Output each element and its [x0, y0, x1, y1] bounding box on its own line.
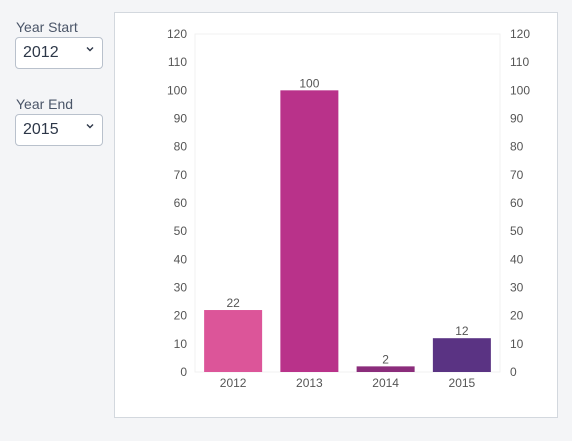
y-tick-label-left: 40 [174, 252, 188, 266]
y-tick-label-right: 20 [510, 309, 524, 323]
bar [204, 310, 263, 372]
bar-value-label: 2 [382, 352, 389, 366]
y-tick-label-left: 110 [168, 55, 187, 69]
bar [432, 338, 491, 372]
y-tick-label-left: 100 [167, 83, 187, 97]
y-tick-label-right: 110 [510, 55, 529, 69]
y-tick-label-left: 70 [174, 168, 188, 182]
chevron-down-icon [86, 47, 94, 52]
y-tick-label-right: 90 [510, 112, 524, 126]
y-tick-label-right: 10 [510, 337, 524, 351]
y-tick-label-left: 10 [174, 337, 188, 351]
year-start-value: 2012 [23, 44, 59, 61]
bar [280, 90, 339, 372]
year-end-label: Year End [16, 96, 74, 112]
y-tick-label-left: 50 [174, 224, 188, 238]
chevron-down-icon [86, 124, 94, 129]
year-end-select[interactable]: 2015 [15, 114, 103, 146]
y-tick-label-right: 80 [510, 140, 524, 154]
y-tick-label-right: 120 [510, 27, 530, 41]
y-tick-label-left: 30 [174, 281, 188, 295]
y-tick-label-right: 60 [510, 196, 524, 210]
y-tick-label-right: 30 [510, 281, 524, 295]
y-tick-label-right: 100 [510, 83, 530, 97]
chart-card: 0 0 10 10 20 20 30 30 40 40 50 50 60 60 70 70 80 80 90 90 10… [114, 12, 558, 418]
x-tick-label: 2015 [449, 376, 476, 390]
year-start-select[interactable]: 2012 [15, 37, 103, 69]
bar [356, 366, 415, 372]
y-tick-label-left: 90 [174, 112, 188, 126]
y-tick-label-right: 50 [510, 224, 524, 238]
y-tick-label-left: 20 [174, 309, 188, 323]
y-tick-label-right: 70 [510, 168, 524, 182]
plot-area [194, 33, 501, 373]
x-tick-label: 2012 [220, 376, 247, 390]
y-tick-label-left: 0 [180, 365, 187, 379]
y-tick-label-left: 60 [174, 196, 188, 210]
y-tick-label-right: 0 [510, 365, 517, 379]
bar-chart: 0 0 10 10 20 20 30 30 40 40 50 50 60 60 70 70 80 80 90 90 10… [167, 27, 530, 390]
y-tick-label-right: 40 [510, 252, 524, 266]
year-start-label: Year Start [16, 19, 78, 35]
bar-value-label: 100 [299, 76, 319, 90]
y-tick-label-left: 120 [167, 27, 187, 41]
year-end-value: 2015 [23, 121, 59, 138]
y-tick-label-left: 80 [174, 140, 188, 154]
bar-value-label: 22 [226, 296, 240, 310]
x-tick-label: 2014 [372, 376, 399, 390]
bar-value-label: 12 [455, 324, 469, 338]
x-tick-label: 2013 [296, 376, 323, 390]
